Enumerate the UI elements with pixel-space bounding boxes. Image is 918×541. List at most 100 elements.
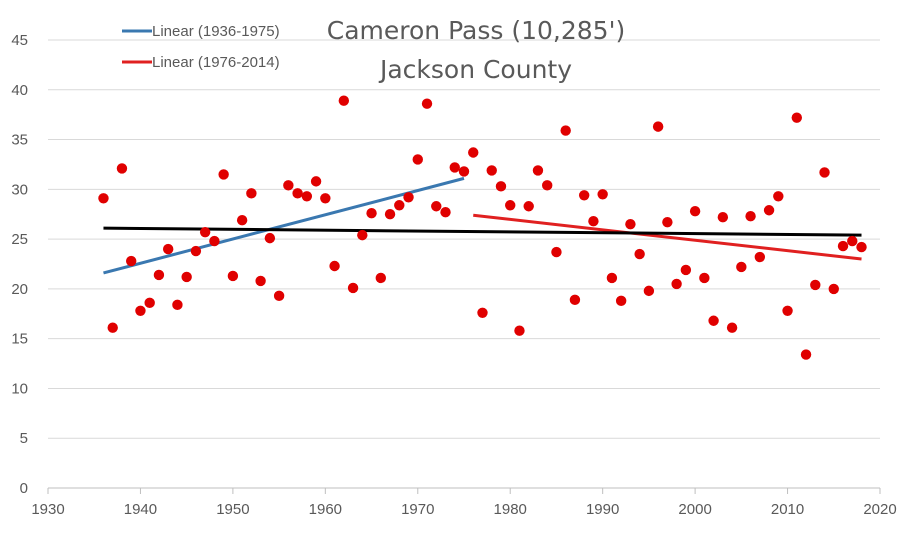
data-point — [763, 205, 775, 216]
data-point — [431, 201, 442, 212]
data-point — [514, 325, 525, 336]
x-tick-label: 1950 — [216, 501, 249, 518]
x-tick-label: 2020 — [863, 501, 896, 518]
data-point — [126, 255, 137, 267]
data-point — [283, 180, 294, 191]
data-point — [162, 243, 174, 255]
chart-subtitle: Jackson County — [378, 55, 572, 84]
y-tick-label: 45 — [11, 32, 28, 49]
data-point — [754, 251, 766, 263]
data-point — [708, 315, 719, 326]
data-point — [209, 235, 220, 247]
data-point — [634, 248, 645, 260]
data-point — [458, 166, 470, 177]
data-point — [495, 181, 507, 192]
data-point — [652, 121, 664, 132]
legend-label: Linear (1936-1975) — [152, 23, 280, 40]
y-tick-label: 20 — [11, 281, 28, 298]
data-point — [320, 193, 331, 204]
data-point — [135, 305, 146, 316]
data-point — [560, 125, 571, 136]
data-point — [310, 176, 322, 187]
trendline-1976-2014 — [473, 213, 862, 261]
y-tick-label: 25 — [11, 231, 28, 248]
x-tick-label: 1960 — [309, 501, 342, 518]
data-point — [477, 307, 488, 318]
data-point — [153, 269, 165, 281]
data-point — [523, 201, 534, 212]
data-point — [440, 207, 451, 218]
data-point — [347, 282, 359, 294]
data-point — [532, 165, 544, 176]
data-point — [745, 211, 756, 222]
data-point — [810, 279, 821, 291]
data-point — [236, 214, 248, 226]
data-point — [856, 241, 867, 253]
data-point — [726, 322, 738, 333]
data-point — [116, 163, 128, 174]
data-point — [837, 240, 849, 252]
data-point — [107, 322, 118, 333]
data-point — [689, 206, 701, 217]
data-point — [606, 272, 618, 284]
y-tick-label: 0 — [20, 480, 28, 497]
data-point — [403, 192, 414, 203]
data-point — [449, 162, 460, 173]
x-tick-label: 2000 — [678, 501, 711, 518]
legend: Linear (1936-1975) Linear (1976-2014) — [122, 23, 280, 71]
data-point — [486, 165, 497, 176]
x-tick-label: 1980 — [494, 501, 527, 518]
data-point — [218, 169, 229, 180]
data-point — [264, 232, 276, 244]
data-point — [394, 200, 405, 211]
x-tick-label: 2010 — [771, 501, 804, 518]
data-point — [542, 180, 553, 191]
data-point — [357, 229, 368, 241]
data-point — [828, 283, 839, 295]
data-point — [505, 200, 516, 211]
trendlines — [103, 176, 862, 275]
trendline-overall — [103, 226, 862, 237]
data-point — [384, 209, 396, 220]
data-point — [468, 147, 479, 158]
data-points — [98, 95, 867, 360]
tick-labels: 0 5 10 15 20 25 30 35 40 45 1930 1940 1950 1960 1970 19… — [11, 32, 896, 518]
data-point — [625, 218, 636, 230]
data-point — [662, 216, 673, 228]
x-tick-label: 1990 — [586, 501, 619, 518]
data-point — [699, 272, 710, 284]
x-tick-label: 1940 — [124, 501, 157, 518]
data-point — [736, 261, 747, 273]
data-point — [680, 264, 692, 276]
data-point — [273, 290, 285, 302]
data-point — [551, 246, 562, 258]
data-point — [782, 305, 793, 316]
y-tick-label: 40 — [11, 82, 28, 99]
chart-title: Cameron Pass (10,285') — [327, 16, 625, 45]
trendline-1936-1975 — [103, 176, 465, 275]
y-tick-label: 10 — [11, 380, 28, 397]
data-point — [329, 260, 340, 272]
data-point — [98, 193, 109, 204]
data-point — [172, 299, 183, 311]
legend-label: Linear (1976-2014) — [152, 54, 280, 71]
data-point — [366, 208, 377, 219]
data-point — [717, 212, 729, 223]
data-point — [847, 235, 858, 247]
y-tick-label: 5 — [20, 430, 28, 447]
data-point — [671, 278, 682, 290]
data-point — [615, 295, 627, 307]
x-tick-label: 1970 — [401, 501, 434, 518]
data-point — [199, 226, 211, 238]
data-point — [643, 285, 655, 297]
data-point — [338, 95, 350, 106]
data-point — [301, 191, 313, 202]
data-point — [292, 188, 303, 199]
data-point — [227, 270, 239, 282]
axes — [47, 487, 881, 494]
data-point — [819, 167, 830, 178]
data-point — [144, 297, 155, 309]
data-point — [375, 272, 386, 284]
y-tick-label: 30 — [11, 181, 28, 198]
